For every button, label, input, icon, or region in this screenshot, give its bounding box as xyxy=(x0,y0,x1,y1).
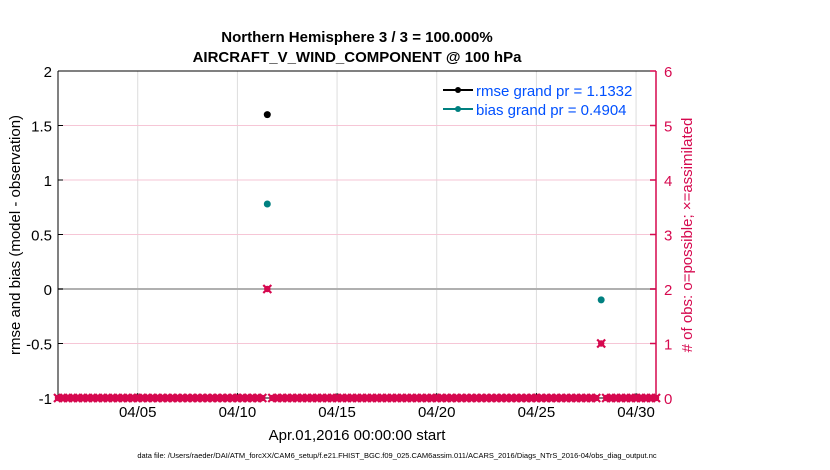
bias-marker xyxy=(263,200,271,208)
x-tick-label: 04/25 xyxy=(518,404,556,421)
x-tick-label: 04/30 xyxy=(617,404,655,421)
x-axis-label: Apr.01,2016 00:00:00 start xyxy=(269,427,447,444)
obs-assimilated-marker xyxy=(651,393,661,403)
legend-marker-0 xyxy=(455,87,461,93)
y2-tick-label: 3 xyxy=(664,228,672,245)
y2-tick-label: 4 xyxy=(664,173,672,190)
obs-assimilated-marker xyxy=(257,393,268,403)
y-tick-label: 1.5 xyxy=(31,119,52,136)
rmse-marker xyxy=(263,111,271,119)
x-tick-label: 04/05 xyxy=(119,404,157,421)
x-tick-label: 04/10 xyxy=(219,404,257,421)
obs-assimilated-marker xyxy=(262,284,273,294)
y-tick-label: 1 xyxy=(44,173,52,190)
y2-axis-label: # of obs: o=possible; ×=assimilated xyxy=(679,118,696,353)
y-tick-label: -1 xyxy=(39,391,52,408)
bias-marker xyxy=(597,296,605,304)
legend-marker-1 xyxy=(455,106,461,112)
legend-label-1: bias grand pr = 0.4904 xyxy=(476,102,627,119)
x-tick-label: 04/20 xyxy=(418,404,456,421)
y2-tick-label: 1 xyxy=(664,337,672,354)
legend-label-0: rmse grand pr = 1.1332 xyxy=(476,83,632,100)
y-tick-label: -0.5 xyxy=(26,337,52,354)
legend: rmse grand pr = 1.1332 bias grand pr = 0.… xyxy=(443,83,632,119)
y-tick-label: 0 xyxy=(44,282,52,299)
chart-title-line2: AIRCRAFT_V_WIND_COMPONENT @ 100 hPa xyxy=(193,49,523,66)
y2-tick-label: 6 xyxy=(664,64,672,81)
obs-assimilated-marker xyxy=(591,393,601,403)
y-tick-label: 0.5 xyxy=(31,228,52,245)
y2-tick-label: 2 xyxy=(664,282,672,299)
y2-tick-label: 0 xyxy=(664,391,672,408)
obs-assimilated-marker xyxy=(596,338,606,349)
chart-title-line1: Northern Hemisphere 3 / 3 = 100.000% xyxy=(221,29,492,46)
y2-tick-label: 5 xyxy=(664,119,672,136)
y-tick-label: 2 xyxy=(44,64,52,81)
footer-data-file: data file: /Users/raeder/DAI/ATM_forcXX/… xyxy=(137,451,657,460)
y-axis-label: rmse and bias (model - observation) xyxy=(7,115,24,355)
x-tick-label: 04/15 xyxy=(318,404,356,421)
